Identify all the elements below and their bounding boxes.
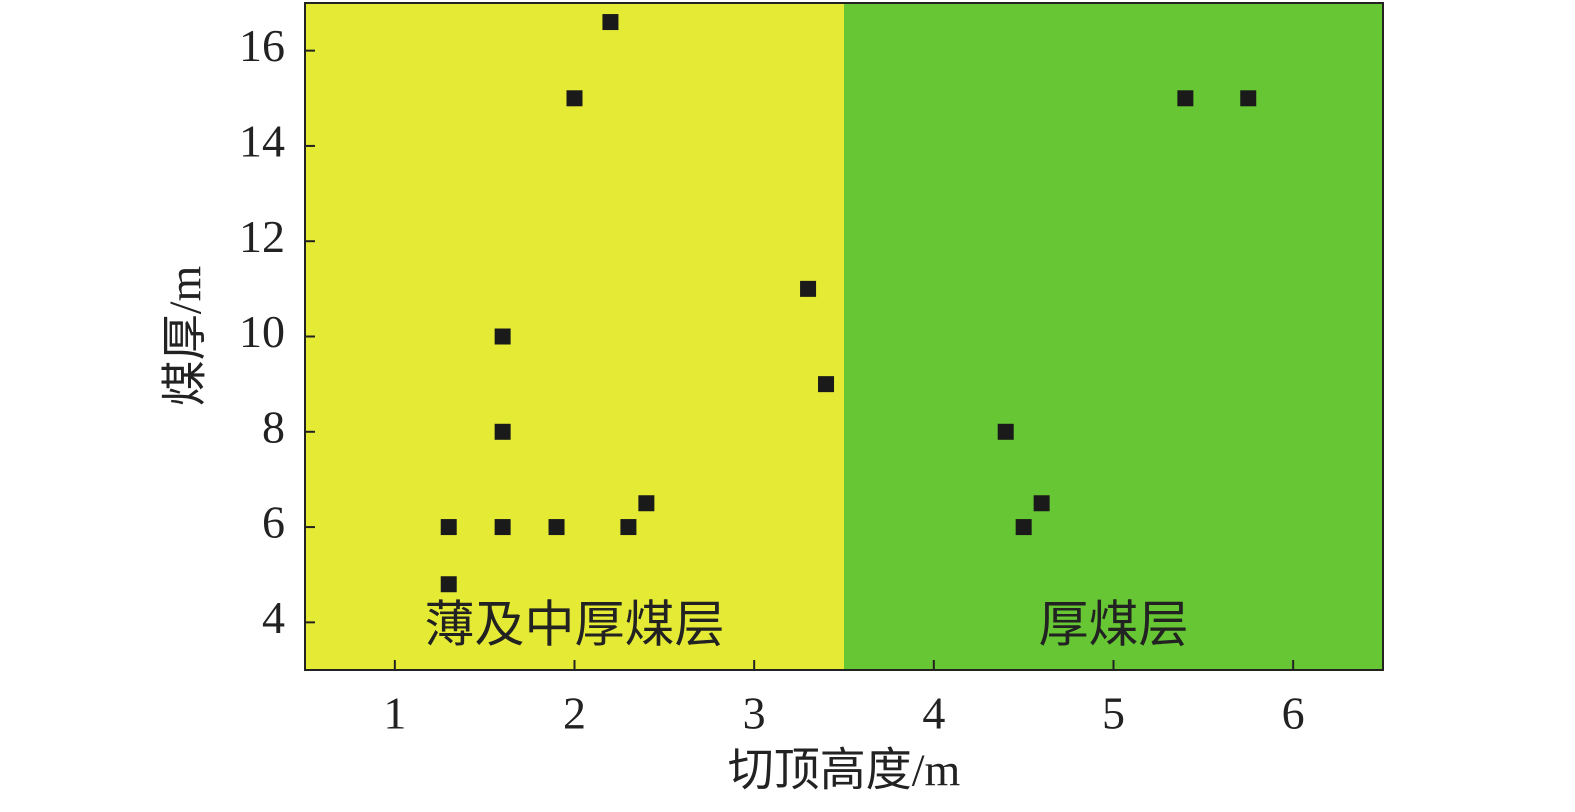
point (440, 576, 457, 593)
region (305, 3, 844, 670)
point (440, 519, 457, 536)
y-tick-label: 8 (262, 401, 285, 452)
y-tick-label: 12 (239, 211, 285, 262)
point (602, 14, 619, 31)
y-tick-label: 16 (239, 20, 285, 71)
x-axis-label: 切顶高度/m (728, 745, 961, 796)
x-tick-label: 1 (383, 688, 406, 739)
point (818, 376, 835, 393)
point (638, 495, 655, 512)
y-tick-label: 6 (262, 497, 285, 548)
regions: 薄及中厚煤层 厚煤层 (305, 3, 1383, 670)
point (1177, 90, 1194, 107)
region-label: 薄及中厚煤层 (425, 596, 725, 652)
point (566, 90, 583, 107)
point (997, 423, 1014, 440)
region-label: 厚煤层 (1039, 596, 1189, 652)
x-tick-label: 3 (743, 688, 766, 739)
point (494, 519, 511, 536)
region (844, 3, 1383, 670)
point (800, 280, 817, 297)
y-tick-label: 14 (239, 115, 285, 166)
x-tick-label: 2 (563, 688, 586, 739)
point (1240, 90, 1257, 107)
point (494, 423, 511, 440)
x-tick-label: 4 (922, 688, 945, 739)
y-tick-label: 4 (262, 592, 285, 643)
x-tick-label: 5 (1102, 688, 1125, 739)
points (440, 14, 1257, 593)
point (1033, 495, 1050, 512)
x-tick-label: 6 (1282, 688, 1305, 739)
point (548, 519, 565, 536)
point (620, 519, 637, 536)
y-tick-label: 10 (239, 306, 285, 357)
point (494, 328, 511, 345)
point (1015, 519, 1032, 536)
y-axis-label: 煤厚/m (160, 266, 211, 407)
